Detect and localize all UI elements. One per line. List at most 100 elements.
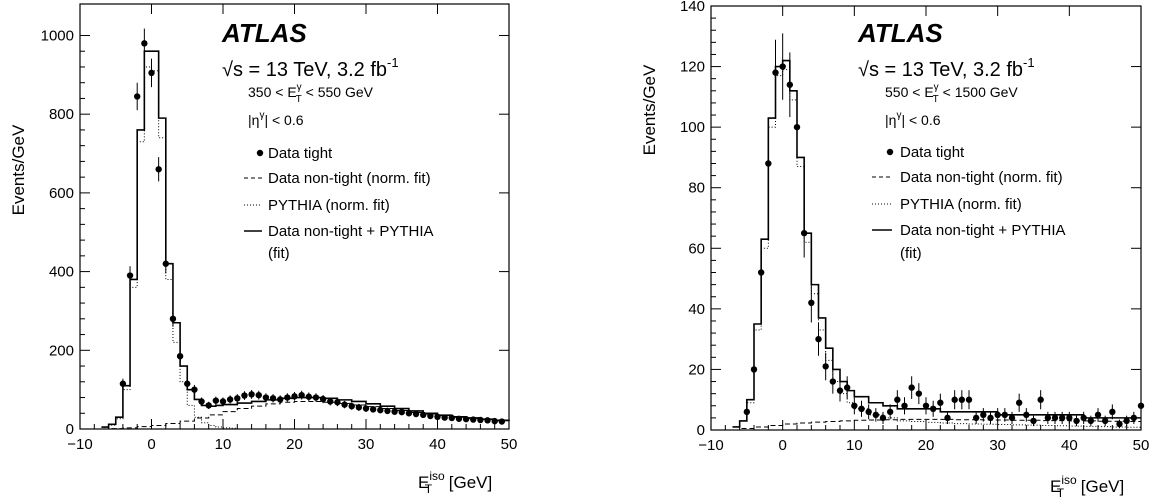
right-data-point — [901, 402, 908, 409]
right-data-point — [1044, 414, 1052, 422]
left-data-point — [341, 401, 348, 408]
left-data-point — [398, 408, 405, 416]
left-data-point — [369, 406, 377, 413]
left-y-axis-title: Events/GeV — [9, 124, 28, 215]
right-data-point — [1037, 396, 1044, 403]
right-data-point — [944, 414, 951, 422]
left-data-point — [484, 417, 491, 424]
right-legend-pythia-label: PYTHIA (norm. fit) — [900, 196, 1022, 213]
left-legend-pythia-label: PYTHIA (norm. fit) — [268, 197, 390, 214]
left-data-point — [241, 392, 248, 399]
right-pt-cut-label: 550 < Eγ T < 1500 GeV — [885, 82, 1018, 105]
right-data-point — [1030, 417, 1037, 425]
left-data-point — [234, 395, 241, 402]
right-data-point — [937, 399, 944, 406]
left-data-point — [348, 402, 355, 410]
right-data-point — [865, 408, 872, 416]
right-x-tick-label: 40 — [1061, 437, 1078, 454]
right-data-point — [1058, 414, 1066, 422]
right-data-point — [1109, 408, 1116, 416]
left-data-point — [141, 40, 148, 47]
right-legend: Data tight Data non-tight (norm. fit) PY… — [872, 144, 1066, 262]
left-x-tick-label: 20 — [286, 436, 303, 453]
right-data-point — [829, 378, 837, 385]
right-legend-data-label: Data tight — [900, 144, 965, 161]
left-data-point — [212, 397, 220, 404]
right-data-point — [951, 396, 958, 403]
left-y-tick-label: 0 — [66, 421, 74, 438]
left-data-point — [226, 396, 234, 403]
left-legend-nontight-label: Data non-tight (norm. fit) — [268, 170, 431, 187]
right-y-tick-label: 120 — [680, 59, 705, 76]
right-y-tick-label: 60 — [688, 240, 705, 257]
right-data-point — [1087, 417, 1095, 425]
left-data-point — [155, 166, 162, 173]
right-series-solid-line — [732, 59, 1141, 428]
right-legend-sum-label: Data non-tight + PYTHIA — [900, 222, 1066, 239]
right-y-tick-label: 40 — [688, 301, 705, 318]
right-data-point — [851, 402, 858, 409]
left-x-tick-label: −10 — [67, 436, 92, 453]
left-data-point — [134, 93, 141, 100]
right-x-tick-label: 20 — [918, 437, 935, 454]
right-y-tick-label: 80 — [688, 180, 705, 197]
right-data-point — [1008, 414, 1016, 422]
left-data-point — [126, 272, 134, 279]
left-atlas-label: ATLAS — [221, 18, 307, 48]
left-data-point — [384, 407, 391, 415]
right-data-point — [1094, 411, 1102, 419]
right-x-axis-title: Eiso T [GeV] — [1050, 473, 1124, 500]
right-data-point — [915, 390, 923, 397]
right-legend-nontight-label: Data non-tight (norm. fit) — [900, 169, 1063, 186]
right-data-point — [886, 408, 894, 416]
left-pt-cut-label: 350 < Eγ T < 550 GeV — [248, 82, 374, 105]
left-series-dashed-line — [80, 400, 510, 430]
right-data-point — [922, 402, 930, 409]
left-legend: Data tight Data non-tight (norm. fit) PY… — [244, 145, 434, 262]
right-legend-data-marker — [886, 148, 894, 156]
right-x-tick-label: 10 — [846, 437, 863, 454]
left-eta-cut-label: |ηγ| < 0.6 — [248, 110, 304, 128]
right-x-tick-label: 0 — [778, 437, 786, 454]
right-series-dashed-line — [711, 418, 1141, 431]
left-data-point — [391, 408, 398, 415]
left-legend-data-marker — [256, 149, 264, 157]
left-x-tick-label: 10 — [215, 436, 232, 453]
left-plot-area — [80, 28, 510, 430]
right-data-point — [872, 411, 880, 419]
left-energy-label: √s = 13 TeV, 3.2 fb-1 — [222, 55, 399, 81]
right-data-point — [879, 414, 887, 422]
right-data-point — [822, 363, 829, 370]
left-y-tick-label: 200 — [49, 342, 74, 359]
left-data-point — [255, 391, 262, 399]
left-data-point — [412, 410, 420, 418]
right-data-point — [980, 411, 987, 419]
left-y-tick-label: 400 — [49, 264, 74, 281]
right-data-point — [1015, 399, 1023, 406]
right-data-point — [987, 414, 994, 422]
right-data-point — [836, 387, 844, 394]
left-data-point — [148, 69, 155, 77]
right-data-point — [908, 384, 915, 391]
right-x-tick-label: −10 — [698, 437, 723, 454]
left-data-point — [248, 391, 255, 398]
right-data-point — [808, 299, 815, 306]
right-legend-sum-label-2: (fit) — [900, 245, 922, 262]
left-data-point — [355, 404, 363, 411]
right-y-tick-label: 0 — [697, 422, 705, 439]
right-data-point — [1116, 420, 1123, 428]
right-data-point — [1101, 417, 1109, 425]
left-y-tick-label: 1000 — [41, 27, 74, 44]
left-data-point — [219, 398, 227, 405]
left-series-solid-line — [101, 50, 510, 428]
right-data-point — [1066, 414, 1073, 422]
right-data-point — [958, 396, 966, 403]
left-data-point — [327, 398, 334, 405]
right-atlas-label: ATLAS — [857, 18, 943, 48]
right-series-dotted-line — [732, 69, 1142, 428]
left-legend-sum-label: Data non-tight + PYTHIA — [268, 223, 434, 240]
left-legend-sum-label-2: (fit) — [268, 245, 290, 262]
